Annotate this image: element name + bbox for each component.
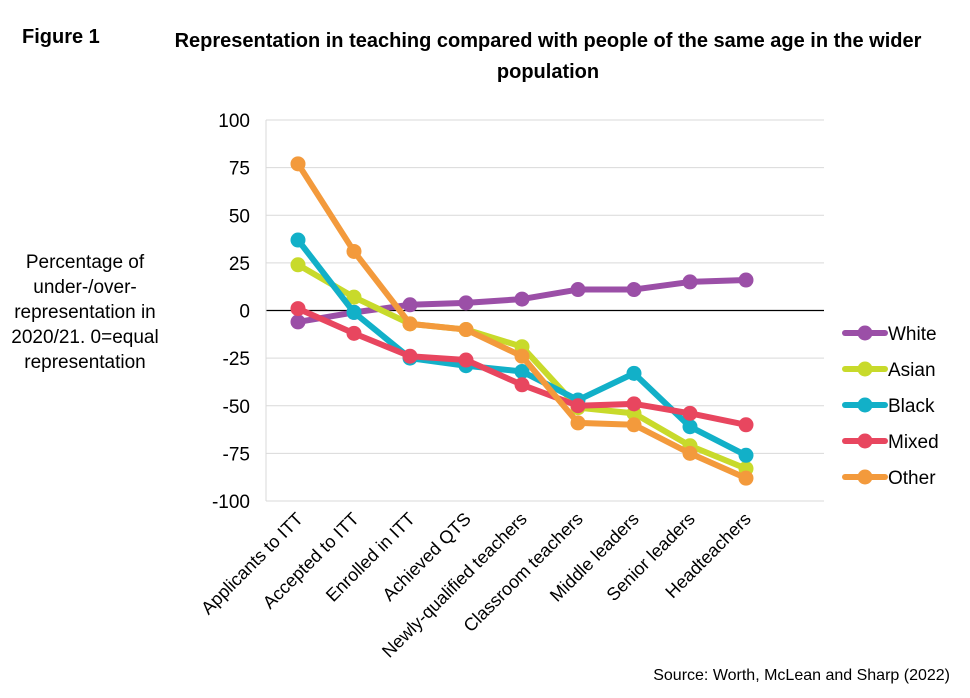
data-point xyxy=(402,348,418,364)
y-tick-label: 0 xyxy=(239,302,250,323)
data-point xyxy=(626,365,642,381)
y-tick-label: 75 xyxy=(229,159,250,180)
data-point xyxy=(402,316,418,332)
series-lines xyxy=(290,156,754,486)
legend-label: Mixed xyxy=(888,432,939,453)
legend-marker xyxy=(857,325,873,341)
data-point xyxy=(682,405,698,421)
figure-label: Figure 1 xyxy=(22,26,100,48)
data-point xyxy=(458,322,474,338)
data-point xyxy=(570,398,586,414)
data-point xyxy=(682,274,698,290)
series-other xyxy=(290,156,754,486)
data-point xyxy=(290,314,306,330)
legend-marker xyxy=(857,361,873,377)
data-point xyxy=(514,348,530,364)
legend-marker xyxy=(857,469,873,485)
data-point xyxy=(626,417,642,433)
data-point xyxy=(738,447,754,463)
data-point xyxy=(682,445,698,461)
data-point xyxy=(570,282,586,298)
data-point xyxy=(738,417,754,433)
legend-marker xyxy=(857,397,873,413)
x-tick-label: Accepted to ITT xyxy=(259,509,363,613)
y-tick-label: -25 xyxy=(223,349,250,370)
y-tick-label: -50 xyxy=(223,397,250,418)
data-point xyxy=(626,396,642,412)
data-point xyxy=(514,291,530,307)
data-point xyxy=(626,282,642,298)
source-note: Source: Worth, McLean and Sharp (2022) xyxy=(653,667,950,684)
data-point xyxy=(514,363,530,379)
legend-item-mixed: Mixed xyxy=(842,432,939,453)
data-point xyxy=(346,325,362,341)
data-point xyxy=(346,243,362,259)
data-point xyxy=(514,377,530,393)
y-axis-label: Percentage of under-/over-representation… xyxy=(11,252,159,373)
gridlines xyxy=(266,119,824,502)
data-point xyxy=(290,301,306,317)
legend-label: Asian xyxy=(888,360,936,381)
data-point xyxy=(290,156,306,172)
y-tick-label: 25 xyxy=(229,254,250,275)
series-mixed xyxy=(290,301,754,433)
data-point xyxy=(346,304,362,320)
legend: White Asian Black Mixed Other xyxy=(842,324,939,489)
legend-item-white: White xyxy=(842,324,937,345)
legend-label: Black xyxy=(888,396,935,417)
data-point xyxy=(290,232,306,248)
x-tick-label: Applicants to ITT xyxy=(197,509,307,619)
data-point xyxy=(346,289,362,305)
data-point xyxy=(738,470,754,486)
y-tick-label: -75 xyxy=(223,444,250,465)
y-tick-labels: 100 75 50 25 0 -25 -50 -75 -100 xyxy=(212,111,250,513)
data-point xyxy=(458,352,474,368)
y-tick-label: 50 xyxy=(229,206,250,227)
data-point xyxy=(738,272,754,288)
data-point xyxy=(570,415,586,431)
data-point xyxy=(682,419,698,435)
data-point xyxy=(458,295,474,311)
legend-label: Other xyxy=(888,468,936,489)
legend-item-asian: Asian xyxy=(842,360,936,381)
legend-item-black: Black xyxy=(842,396,935,417)
legend-item-other: Other xyxy=(842,468,936,489)
legend-marker xyxy=(857,433,873,449)
legend-label: White xyxy=(888,324,937,345)
y-tick-label: -100 xyxy=(212,492,250,513)
data-point xyxy=(290,257,306,273)
data-point xyxy=(402,297,418,313)
y-tick-label: 100 xyxy=(218,111,250,132)
chart-title: Representation in teaching compared with… xyxy=(174,30,922,83)
